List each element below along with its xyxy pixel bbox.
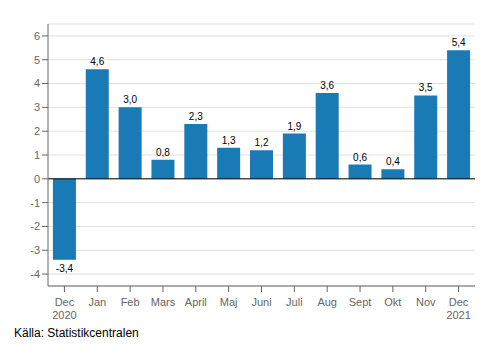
svg-text:4,6: 4,6	[90, 56, 104, 67]
svg-text:5: 5	[34, 54, 40, 66]
svg-text:Dec2021: Dec2021	[446, 296, 470, 321]
svg-text:Jan: Jan	[88, 296, 106, 308]
svg-text:Juli: Juli	[286, 296, 303, 308]
svg-text:Sept: Sept	[349, 296, 372, 308]
svg-text:Feb: Feb	[121, 296, 140, 308]
svg-text:Dec2020: Dec2020	[52, 296, 76, 321]
svg-text:4: 4	[34, 77, 40, 89]
svg-text:1: 1	[34, 149, 40, 161]
svg-text:1,9: 1,9	[287, 121, 301, 132]
svg-text:3,5: 3,5	[419, 82, 433, 93]
svg-text:April: April	[185, 296, 207, 308]
svg-text:-4: -4	[30, 268, 40, 280]
svg-text:1,3: 1,3	[222, 135, 236, 146]
svg-text:Mars: Mars	[151, 296, 176, 308]
svg-text:-1: -1	[30, 197, 40, 209]
svg-text:-3: -3	[30, 244, 40, 256]
svg-text:6: 6	[34, 30, 40, 42]
svg-text:0,6: 0,6	[353, 152, 367, 163]
svg-text:0,4: 0,4	[386, 156, 400, 167]
svg-text:Nov: Nov	[416, 296, 436, 308]
svg-text:Maj: Maj	[220, 296, 238, 308]
svg-text:2,3: 2,3	[189, 111, 203, 122]
svg-text:Juni: Juni	[251, 296, 271, 308]
svg-text:-3,4: -3,4	[56, 263, 74, 274]
svg-text:3,6: 3,6	[320, 80, 334, 91]
svg-text:Okt: Okt	[384, 296, 401, 308]
svg-text:0: 0	[34, 173, 40, 185]
svg-text:3,0: 3,0	[123, 94, 137, 105]
svg-text:1,2: 1,2	[255, 137, 269, 148]
svg-text:2: 2	[34, 125, 40, 137]
svg-text:Aug: Aug	[317, 296, 337, 308]
svg-text:-2: -2	[30, 220, 40, 232]
svg-text:3: 3	[34, 101, 40, 113]
html-text:Källa: Statistikcentralen: Källa: Statistikcentralen	[14, 326, 139, 340]
svg-text:5,4: 5,4	[452, 37, 466, 48]
svg-text:0,8: 0,8	[156, 147, 170, 158]
